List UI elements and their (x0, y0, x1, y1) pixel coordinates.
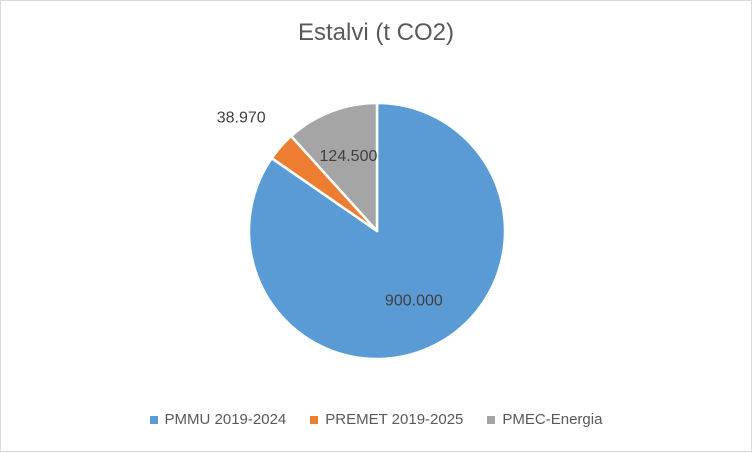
legend-swatch-icon (149, 415, 158, 424)
legend-item-2: PREMET 2019-2025 (310, 411, 463, 428)
data-label-2: 38.970 (217, 110, 266, 127)
legend-label: PREMET 2019-2025 (325, 411, 464, 428)
legend-swatch-icon (487, 415, 496, 424)
legend-label: PMMU 2019-2024 (164, 411, 287, 428)
legend-swatch-icon (310, 415, 319, 424)
data-label-3: 124.500 (320, 148, 378, 165)
chart-title: Estalvi (t CO2) (297, 19, 455, 46)
legend-item-1: PMMU 2019-2024 (149, 411, 287, 428)
legend-label: PMEC-Energia (502, 411, 603, 428)
data-label-1: 900.000 (385, 293, 443, 310)
legend: PMMU 2019-2024 PREMET 2019-2025 PMEC-Energ… (1, 411, 751, 428)
pie-slice-3 (289, 101, 379, 233)
legend-item-3: PMEC-Energia (487, 411, 602, 428)
